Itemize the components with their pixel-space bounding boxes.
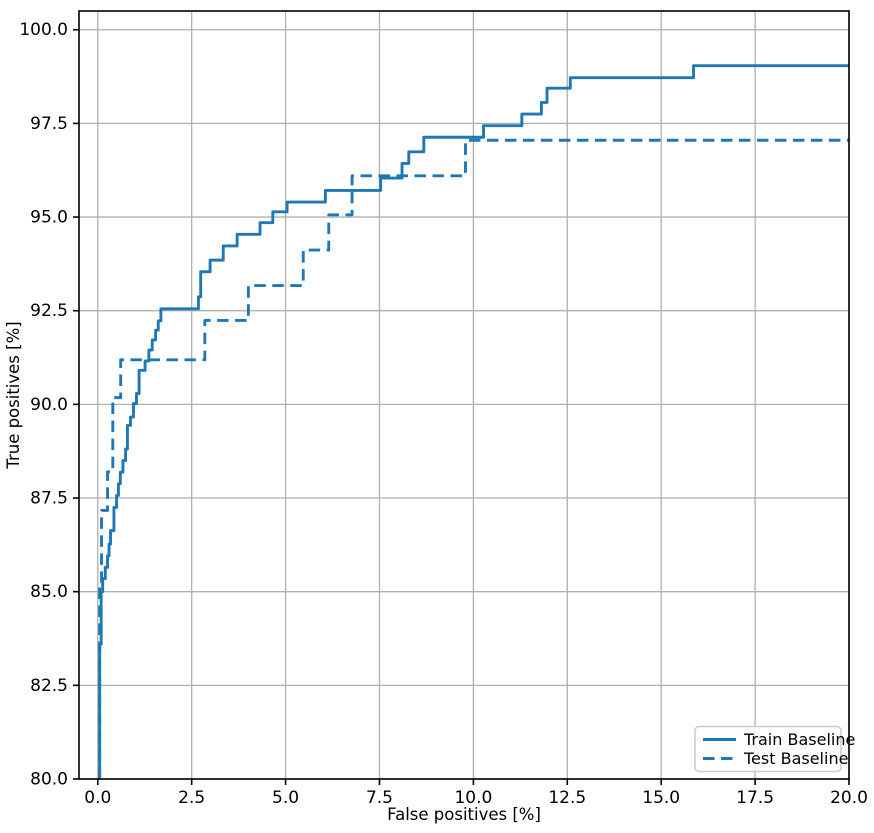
- legend-label: Train Baseline: [743, 730, 855, 749]
- x-tick-label-5.0: 5.0: [272, 788, 299, 808]
- y-tick-label-80.0: 80.0: [30, 770, 68, 790]
- x-tick-label-17.5: 17.5: [736, 788, 774, 808]
- x-tick-label-12.5: 12.5: [548, 788, 586, 808]
- x-tick-label-10.0: 10.0: [454, 788, 492, 808]
- x-tick-label-15.0: 15.0: [642, 788, 680, 808]
- x-tick-label-2.5: 2.5: [178, 788, 205, 808]
- y-tick-label-97.5: 97.5: [30, 114, 68, 134]
- plot-border: [78, 10, 850, 780]
- train-baseline-curve: [98, 64, 849, 779]
- y-tick-label-87.5: 87.5: [30, 489, 68, 509]
- x-axis-label: False positives [%]: [387, 805, 541, 824]
- x-tick-label-0.0: 0.0: [84, 788, 111, 808]
- x-tick-label-20.0: 20.0: [830, 788, 868, 808]
- legend-entry-test-baseline: Test Baseline: [703, 749, 848, 768]
- legend-box: [694, 725, 842, 773]
- test-baseline-curve: [98, 138, 849, 779]
- y-tick-label-95.0: 95.0: [30, 208, 68, 228]
- y-tick-label-82.5: 82.5: [30, 676, 68, 696]
- plot-area: [79, 11, 849, 779]
- curves: [98, 64, 849, 779]
- y-axis-label: True positives [%]: [4, 321, 23, 469]
- y-tick-label-100.0: 100.0: [19, 20, 68, 40]
- y-tick-label-90.0: 90.0: [30, 395, 68, 415]
- legend-label: Test Baseline: [743, 749, 848, 768]
- legend-entry-train-baseline: Train Baseline: [703, 730, 855, 749]
- y-tick-label-92.5: 92.5: [30, 301, 68, 321]
- x-tick-label-7.5: 7.5: [366, 788, 393, 808]
- axis-ticks: 0.0 2.5 5.0 7.5 10.0 12.5 15.0 17.5 20.0 80.0 82.5…: [19, 20, 868, 808]
- y-tick-label-85.0: 85.0: [30, 582, 68, 602]
